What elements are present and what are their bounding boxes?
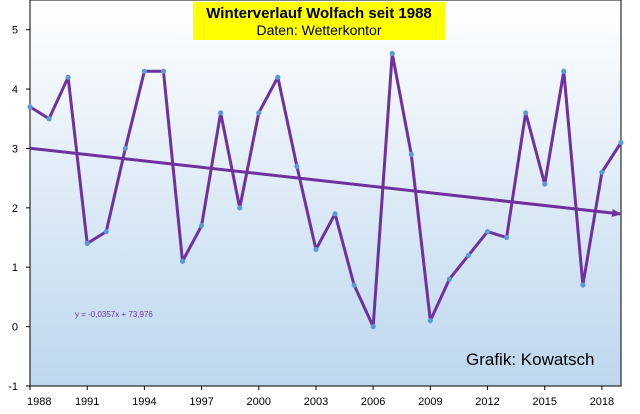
chart-subtitle: Daten: Wetterkontor <box>256 22 381 38</box>
x-tick-label: 1988 <box>27 396 51 408</box>
x-tick-label: 2009 <box>418 396 442 408</box>
y-tick-label: 5 <box>12 25 18 37</box>
data-point <box>218 110 224 116</box>
chart-title: Winterverlauf Wolfach seit 1988 <box>206 5 432 22</box>
data-point <box>237 205 243 211</box>
data-point <box>160 68 167 74</box>
data-point <box>179 258 186 264</box>
data-point <box>389 50 395 57</box>
data-point <box>65 74 71 80</box>
x-tick-label: 1994 <box>132 396 156 408</box>
data-point <box>122 145 128 152</box>
y-tick-label: 1 <box>12 262 18 274</box>
data-point <box>446 276 453 282</box>
data-point <box>465 252 472 258</box>
x-tick-label: 2000 <box>247 396 271 408</box>
data-point <box>370 324 376 330</box>
axes: -1 0 1 2 3 4 5 1988 1991 1994 1997 2000 2003 2006 2009… <box>8 0 622 408</box>
chart-credit: Grafik: Kowatsch <box>466 350 595 369</box>
data-point <box>599 169 605 175</box>
data-point <box>313 246 319 253</box>
data-point <box>27 104 33 110</box>
trendline-layer <box>29 146 622 218</box>
y-tick-label: 3 <box>12 143 18 155</box>
data-point <box>504 234 510 241</box>
x-tick-label: 2015 <box>532 396 556 408</box>
x-tick-label: 2003 <box>304 396 328 408</box>
data-point <box>198 223 205 229</box>
series-line <box>29 51 623 329</box>
y-tick-label: 2 <box>12 203 18 215</box>
data-point <box>408 151 414 157</box>
data-point <box>256 110 262 116</box>
data-point <box>523 110 529 116</box>
data-point <box>561 68 567 74</box>
y-tick-label: -1 <box>8 381 18 393</box>
title-box <box>193 2 445 40</box>
data-point <box>275 74 281 80</box>
x-tick-label: 1997 <box>189 396 213 408</box>
x-tick-label: 2006 <box>361 396 385 408</box>
data-point <box>427 318 433 324</box>
x-tick-label: 1991 <box>75 396 99 408</box>
trendline-equation: y = -0,0357x + 73,976 <box>75 310 153 319</box>
data-point <box>351 282 357 288</box>
data-point <box>103 229 109 235</box>
data-point <box>294 163 300 169</box>
data-point <box>332 211 338 217</box>
marker-layer <box>27 50 624 330</box>
trendline <box>29 146 622 218</box>
data-point <box>618 139 624 146</box>
x-tick-label: 2018 <box>590 396 614 408</box>
y-tick-label: 4 <box>12 84 18 96</box>
series-layer <box>29 51 623 329</box>
data-point <box>484 229 491 235</box>
data-point <box>580 282 586 288</box>
data-point <box>542 181 548 187</box>
plot-area <box>30 0 621 386</box>
data-point <box>46 116 52 122</box>
plot-border <box>29 0 622 387</box>
y-tick-label: 0 <box>12 322 18 334</box>
data-point <box>141 68 147 74</box>
x-tick-label: 2012 <box>475 396 499 408</box>
data-point <box>84 240 90 247</box>
